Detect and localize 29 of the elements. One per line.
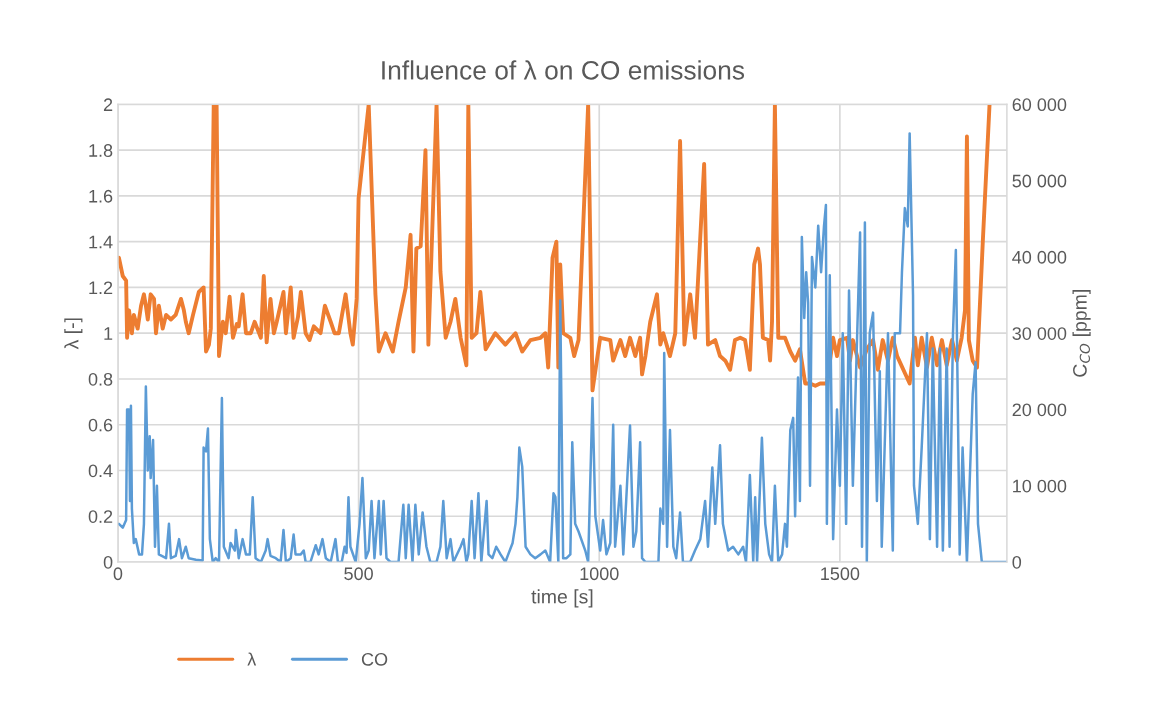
line-series <box>117 104 992 393</box>
legend-label: CO <box>361 652 388 666</box>
y2-tick-label: 0 <box>1012 555 1022 569</box>
x-axis-title: time [s] <box>531 589 593 608</box>
y-tick-label: 1.4 <box>89 235 113 249</box>
y2-axis-title: C$_{CO}$ [ppm] <box>1072 290 1091 377</box>
y-tick-label: 0.4 <box>88 464 113 478</box>
y-axis-title: λ [-] <box>64 318 83 350</box>
y-tick-label: 0.6 <box>88 418 113 432</box>
x-tick-label: 1000 <box>580 567 619 581</box>
y-tick-label: 2 <box>103 98 113 111</box>
x-tick-label: 500 <box>344 567 373 581</box>
y2-tick-label: 60 000 <box>1012 98 1067 112</box>
y2-tick-label: 20 000 <box>1012 403 1067 417</box>
y2-tick-label: 40 000 <box>1012 250 1067 264</box>
x-tick-label: 1500 <box>821 567 860 581</box>
y2-tick-label: 50 000 <box>1012 174 1067 188</box>
y-tick-label: 1.2 <box>89 281 113 294</box>
y-tick-label: 0.2 <box>88 510 113 523</box>
y-tick-label: 0 <box>103 555 113 569</box>
y-tick-label: 1.6 <box>89 189 113 203</box>
legend-label: λ <box>247 652 257 666</box>
y2-tick-label: 30 000 <box>1012 327 1067 340</box>
y-tick-label: 1 <box>104 327 113 340</box>
y2-tick-label: 10 000 <box>1013 479 1067 493</box>
x-tick-label: 0 <box>113 567 123 581</box>
chart-title: Influence of λ on CO emissions <box>382 60 745 80</box>
y-tick-label: 0.8 <box>88 372 113 386</box>
y-tick-label: 1.8 <box>89 144 113 157</box>
